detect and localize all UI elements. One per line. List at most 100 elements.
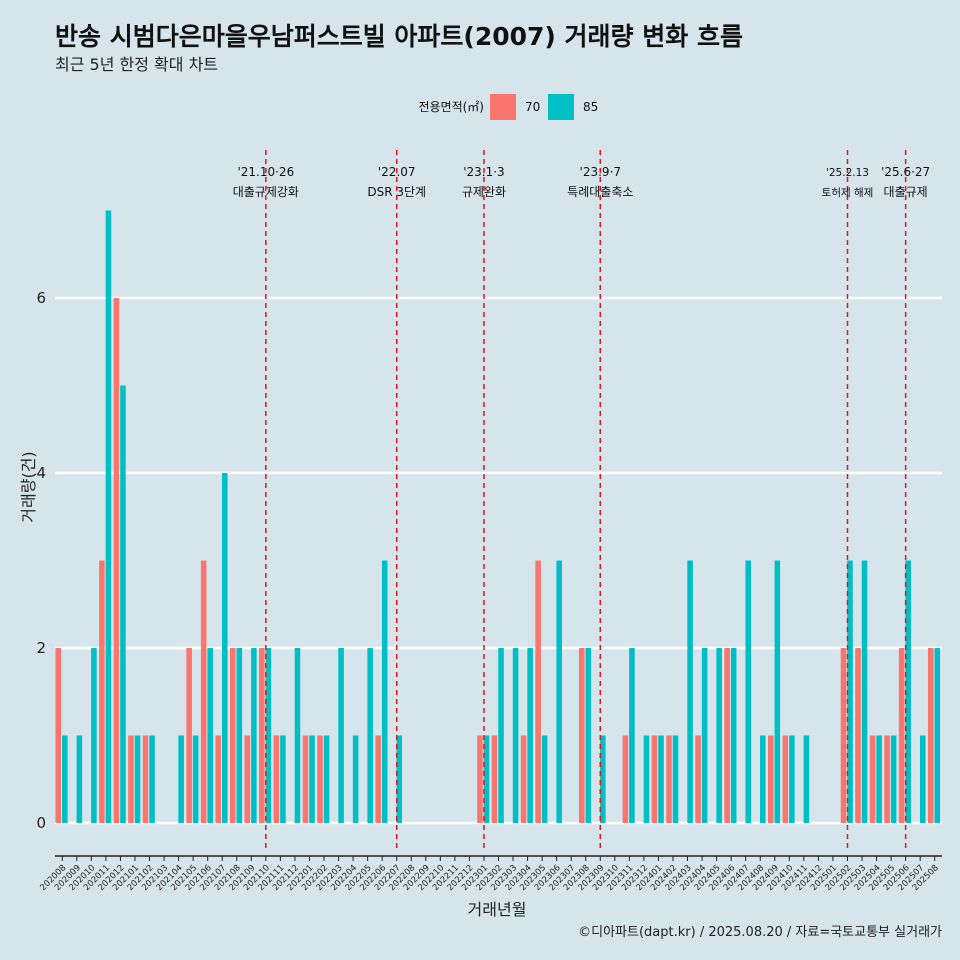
bar-70-202201 (302, 735, 309, 823)
bar-85-202303 (512, 648, 519, 823)
bar-70-202308 (578, 648, 585, 823)
chart-title: 반송 시범다은마을우남퍼스트빌 아파트(2007) 거래량 변화 흐름 (55, 22, 743, 51)
y-axis: 0 2 4 6 (36, 289, 46, 832)
bar-70-202106 (200, 560, 207, 823)
bar-85-202204 (352, 735, 359, 823)
bar-85-202206 (381, 560, 388, 823)
legend: 전용면적(㎡) 70 85 (418, 94, 598, 120)
bar-70-202409 (768, 735, 774, 823)
bar-85-202012 (120, 385, 126, 823)
bar-70-202304 (520, 735, 527, 823)
bar-85-202108 (236, 648, 243, 823)
bar-85-202309 (600, 735, 606, 823)
bar-85-202207 (396, 735, 403, 823)
bars (55, 210, 941, 823)
bar-85-202112 (294, 648, 301, 823)
legend-swatch-70 (490, 94, 516, 120)
y-tick-label: 4 (36, 464, 46, 482)
legend-label-85: 85 (583, 100, 598, 114)
bar-70-202502 (840, 648, 847, 823)
bar-70-202302 (491, 735, 498, 823)
bar-85-202404 (701, 648, 708, 823)
bar-85-202202 (323, 735, 330, 823)
bar-85-202009 (76, 735, 83, 823)
bar-85-202502 (847, 560, 853, 823)
legend-swatch-85 (548, 94, 574, 120)
source-caption: ©디아파트(dapt.kr) / 2025.08.20 / 자료=국토교통부 실… (578, 925, 942, 940)
bar-85-202203 (338, 648, 344, 823)
bar-85-202504 (876, 735, 882, 823)
bar-85-202305 (541, 735, 548, 823)
event-label: 대출규제 (884, 185, 928, 199)
bar-70-202105 (186, 648, 192, 823)
bar-70-202503 (855, 648, 861, 823)
y-tick-label: 0 (36, 814, 46, 832)
bar-85-202406 (730, 648, 737, 823)
bar-70-202504 (869, 735, 876, 823)
bar-85-202409 (774, 560, 781, 823)
bar-85-202302 (498, 648, 504, 823)
bar-85-202101 (134, 735, 141, 823)
bar-85-202403 (687, 560, 693, 823)
bar-70-202506 (898, 648, 905, 823)
bar-85-202201 (309, 735, 315, 823)
bar-85-202106 (207, 648, 213, 823)
bar-70-202406 (724, 648, 730, 823)
event-date: '25.6·27 (881, 165, 930, 179)
event-date: '25.2.13 (826, 167, 869, 179)
bar-85-202401 (658, 735, 664, 823)
x-axis: 2020082020092020102020112020122021012021… (38, 855, 942, 893)
bar-70-202109 (244, 735, 251, 823)
bar-85-202402 (672, 735, 679, 823)
bar-85-202311 (629, 648, 635, 823)
bar-85-202411 (803, 735, 810, 823)
event-label: 규제완화 (462, 185, 506, 199)
bar-70-202508 (927, 648, 934, 823)
bar-70-202311 (622, 735, 629, 823)
bar-85-202104 (178, 735, 184, 823)
bar-85-202008 (62, 735, 68, 823)
legend-label-70: 70 (525, 100, 540, 114)
bar-85-202102 (149, 735, 155, 823)
bar-70-202008 (55, 648, 62, 823)
x-axis-title: 거래년월 (468, 900, 527, 919)
bar-85-202507 (919, 735, 926, 823)
event-label: 토허제 해제 (822, 186, 874, 199)
bar-85-202308 (585, 648, 592, 823)
bar-70-202410 (782, 735, 789, 823)
y-axis-title: 거래량(건) (19, 451, 38, 522)
bar-85-202205 (367, 648, 373, 823)
bar-70-202101 (128, 735, 134, 823)
event-date: '22.07 (378, 165, 416, 179)
bar-85-202405 (716, 648, 722, 823)
bar-70-202301 (477, 735, 483, 823)
bar-70-202206 (375, 735, 381, 823)
bar-70-202401 (651, 735, 658, 823)
bar-85-202301 (483, 735, 490, 823)
bar-70-202107 (215, 735, 221, 823)
bar-70-202111 (273, 735, 280, 823)
bar-85-202011 (105, 210, 112, 823)
bar-70-202012 (113, 298, 120, 823)
bar-70-202011 (99, 560, 105, 823)
bar-85-202105 (192, 735, 199, 823)
bar-70-202108 (229, 648, 236, 823)
event-label: 대출규제강화 (233, 185, 299, 199)
bar-85-202506 (905, 560, 911, 823)
bar-85-202407 (745, 560, 752, 823)
bar-85-202107 (221, 473, 228, 823)
bar-85-202304 (527, 648, 533, 823)
bar-85-202503 (861, 560, 868, 823)
event-label: 특례대출축소 (567, 185, 633, 199)
event-date: '23.9·7 (580, 165, 621, 179)
y-tick-label: 6 (36, 289, 46, 307)
bar-85-202111 (280, 735, 286, 823)
event-lines: '21.10·26 대출규제강화 '22.07 DSR 3단계 '23.1·3 규제완화 '… (233, 150, 930, 848)
bar-70-202110 (259, 648, 265, 823)
event-date: '21.10·26 (237, 165, 294, 179)
bar-70-202305 (535, 560, 541, 823)
bar-70-202402 (666, 735, 672, 823)
bar-70-202404 (695, 735, 701, 823)
bar-85-202306 (556, 560, 562, 823)
